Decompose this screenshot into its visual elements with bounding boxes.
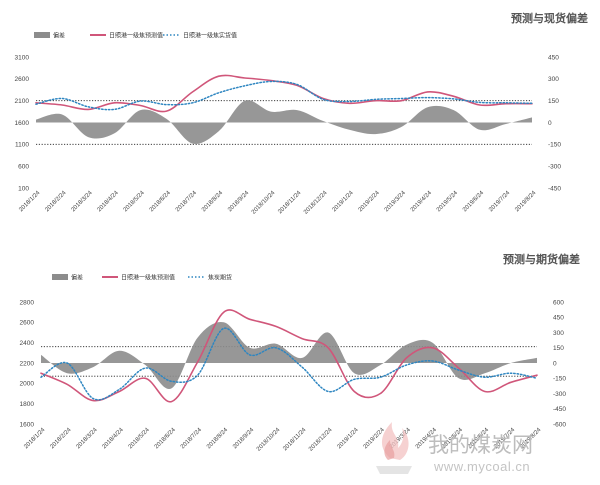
left-axis-tick: 600 xyxy=(18,163,29,170)
x-axis-tick: 2018/2/24 xyxy=(49,427,73,451)
chart-title: 预测与现货偏差 xyxy=(511,11,588,25)
right-axis-tick: 150 xyxy=(548,98,559,105)
legend: 偏差 日照港一级焦预测值 日照港一级焦实货值 xyxy=(34,32,237,40)
x-axis-tick: 2018/4/24 xyxy=(97,190,121,214)
chart-title: 预测与期货偏差 xyxy=(503,252,580,266)
x-axis-tick: 2018/5/24 xyxy=(128,427,152,451)
x-axis-tick: 2018/1/24 xyxy=(23,427,47,451)
x-axis-tick: 2018/6/24 xyxy=(149,190,173,214)
deviation-area xyxy=(41,322,537,390)
x-axis-tick: 2018/10/24 xyxy=(251,190,277,216)
x-axis-tick: 2018/9/24 xyxy=(227,190,251,214)
legend-label-deviation: 偏差 xyxy=(71,274,83,282)
left-axis-tick: 2200 xyxy=(20,360,35,367)
right-axis-tick: 150 xyxy=(553,345,564,352)
right-axis: 450 300 150 0 -150 -300 -450 xyxy=(548,54,561,192)
x-axis: 2018/1/24 2018/2/24 2018/3/24 2018/4/24 2018… xyxy=(18,190,538,216)
left-axis-tick: 2600 xyxy=(15,76,30,83)
left-axis-tick: 2800 xyxy=(20,299,35,306)
x-axis-tick: 2018/8/24 xyxy=(201,190,225,214)
right-axis-tick: -150 xyxy=(548,142,561,149)
x-axis-tick: 2019/7/24 xyxy=(488,190,512,214)
x-axis-tick: 2018/11/24 xyxy=(277,190,303,216)
series-lines xyxy=(35,74,533,113)
right-axis-tick: -300 xyxy=(553,391,566,398)
legend-swatch-deviation xyxy=(52,274,68,280)
left-axis: 2800 2600 2400 2200 2000 1800 1600 xyxy=(20,299,35,428)
left-axis-tick: 1100 xyxy=(15,142,29,149)
right-axis-tick: 600 xyxy=(553,299,564,306)
x-axis-tick: 2019/3/24 xyxy=(384,190,408,214)
series-line-forecast xyxy=(35,74,533,113)
left-axis-tick: 100 xyxy=(18,185,29,192)
right-axis-tick: -150 xyxy=(553,376,566,383)
left-axis-tick: 2600 xyxy=(20,320,35,327)
x-axis-tick: 2018/9/24 xyxy=(232,427,256,451)
x-axis-tick: 2018/12/24 xyxy=(308,427,334,453)
left-axis-tick: 1600 xyxy=(20,421,35,428)
x-axis-tick: 2018/10/24 xyxy=(256,427,282,453)
series-area-deviation xyxy=(36,100,532,144)
x-axis-tick: 2018/2/24 xyxy=(44,190,68,214)
right-axis-tick: 0 xyxy=(548,120,552,127)
series-line-comparison xyxy=(40,327,538,401)
right-axis-tick: -450 xyxy=(548,185,561,192)
left-axis-tick: 3100 xyxy=(15,54,30,61)
x-axis-tick: 2018/12/24 xyxy=(303,190,329,216)
x-axis-tick: 2018/7/24 xyxy=(180,427,204,451)
left-axis-tick: 2400 xyxy=(20,340,35,347)
x-axis-tick: 2019/6/24 xyxy=(462,190,486,214)
legend-swatch-deviation xyxy=(34,32,50,38)
right-axis-tick: 450 xyxy=(548,54,559,61)
chart-spot-deviation: 预测与现货偏差 偏差 日照港一级焦预测值 日照港一级焦实货值 3100 2600 2… xyxy=(15,11,588,216)
right-axis-tick: 450 xyxy=(553,315,564,322)
x-axis-tick: 2018/5/24 xyxy=(123,190,147,214)
x-axis-tick: 2018/3/24 xyxy=(71,190,95,214)
series-line-forecast xyxy=(40,309,538,403)
watermark: 我的煤炭网 www.mycoal.cn xyxy=(376,422,533,474)
legend-label-actual: 日照港一级焦实货值 xyxy=(183,32,237,40)
left-axis: 3100 2600 2100 1600 1100 600 100 xyxy=(15,54,30,192)
mycoal-logo-icon xyxy=(376,422,412,474)
left-axis-tick: 2000 xyxy=(20,381,35,388)
right-axis-tick: 300 xyxy=(553,330,564,337)
right-axis-tick: -450 xyxy=(553,406,566,413)
watermark-url: www.mycoal.cn xyxy=(433,459,530,474)
x-axis-tick: 2019/1/24 xyxy=(332,190,356,214)
legend: 偏差 日照港一级焦预测值 焦炭期货 xyxy=(52,274,232,282)
legend-label-forecast: 日照港一级焦预测值 xyxy=(121,274,175,282)
x-axis-tick: 2018/11/24 xyxy=(282,427,308,453)
series-area-deviation xyxy=(41,322,537,390)
x-axis-tick: 2018/4/24 xyxy=(102,427,126,451)
x-axis-tick: 2019/8/24 xyxy=(514,190,538,214)
series-lines xyxy=(40,309,538,403)
right-axis-tick: 0 xyxy=(553,360,557,367)
right-axis-tick: 300 xyxy=(548,76,559,83)
x-axis-tick: 2018/3/24 xyxy=(76,427,100,451)
right-axis: 600 450 300 150 0 -150 -300 -450 -600 xyxy=(553,299,566,428)
x-axis-tick: 2019/5/24 xyxy=(436,190,460,214)
right-axis-tick: -300 xyxy=(548,163,561,170)
x-axis-tick: 2018/8/24 xyxy=(206,427,230,451)
legend-label-forecast: 日照港一级焦预测值 xyxy=(109,32,163,40)
legend-label-futures: 焦炭期货 xyxy=(208,274,232,282)
legend-label-deviation: 偏差 xyxy=(53,32,65,40)
x-axis-tick: 2019/1/24 xyxy=(337,427,361,451)
right-axis-tick: -600 xyxy=(553,421,566,428)
x-axis-tick: 2019/2/24 xyxy=(358,190,382,214)
watermark-chinese: 我的煤炭网 xyxy=(428,433,533,457)
deviation-area xyxy=(36,100,532,144)
x-axis-tick: 2018/6/24 xyxy=(154,427,178,451)
left-axis-tick: 1600 xyxy=(15,120,30,127)
series-line-comparison xyxy=(35,80,533,111)
x-axis-tick: 2019/4/24 xyxy=(410,190,434,214)
x-axis-tick: 2018/1/24 xyxy=(18,190,42,214)
left-axis-tick: 1800 xyxy=(20,401,35,408)
x-axis-tick: 2018/7/24 xyxy=(175,190,199,214)
left-axis-tick: 2100 xyxy=(15,98,30,105)
chart-futures-deviation: 预测与期货偏差 偏差 日照港一级焦预测值 焦炭期货 2800 2600 2400 22… xyxy=(20,252,580,453)
